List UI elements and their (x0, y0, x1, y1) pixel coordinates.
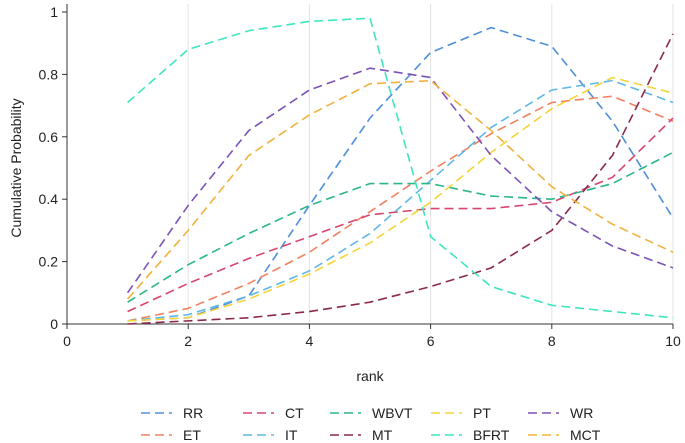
series-lines (126, 17, 674, 325)
legend-label-et: ET (183, 427, 201, 443)
x-tick-label: 0 (63, 333, 71, 349)
y-tick-label: 1 (50, 4, 58, 20)
y-axis-title: Cumulative Probability (8, 98, 24, 237)
legend-label-it: IT (285, 427, 298, 443)
y-tick-label: 0.6 (39, 129, 59, 145)
y-tick-label: 0 (50, 316, 58, 332)
series-line-rr (127, 26, 674, 322)
legend-label-wbvt: WBVT (372, 405, 413, 421)
x-tick-label: 4 (306, 333, 314, 349)
series-line-wr (126, 67, 674, 294)
series-line-wbvt (127, 151, 674, 303)
legend-label-ct: CT (285, 405, 304, 421)
y-tick-label: 0.2 (39, 254, 59, 270)
series-line-bfrt (127, 17, 674, 319)
y-tick-label: 0.8 (39, 66, 59, 82)
x-tick-label: 8 (548, 333, 556, 349)
series-line-et (127, 95, 674, 322)
grid (187, 4, 674, 324)
axes (66, 4, 673, 325)
legend-label-bfrt: BFRT (473, 427, 510, 443)
y-tick-label: 0.4 (39, 191, 59, 207)
x-tick-label: 10 (665, 333, 681, 349)
legend-label-mct: MCT (570, 427, 601, 443)
legend-label-rr: RR (183, 405, 203, 421)
legend-label-mt: MT (372, 427, 393, 443)
series-line-ct (127, 117, 674, 313)
legend-label-wr: WR (570, 405, 593, 421)
x-tick-label: 2 (184, 333, 192, 349)
ticks: 0 2 4 6 8 10 0 0.2 0.4 0.6 0.8 1 (39, 4, 681, 349)
x-axis-title: rank (356, 368, 384, 384)
series-line-it (127, 79, 674, 322)
legend-label-pt: PT (473, 405, 491, 421)
legend: RR ET CT IT WBVT MT PT BFRT WR MCT (141, 405, 601, 443)
x-tick-label: 6 (427, 333, 435, 349)
series-line-pt (127, 76, 674, 322)
series-line-mt (127, 33, 674, 325)
